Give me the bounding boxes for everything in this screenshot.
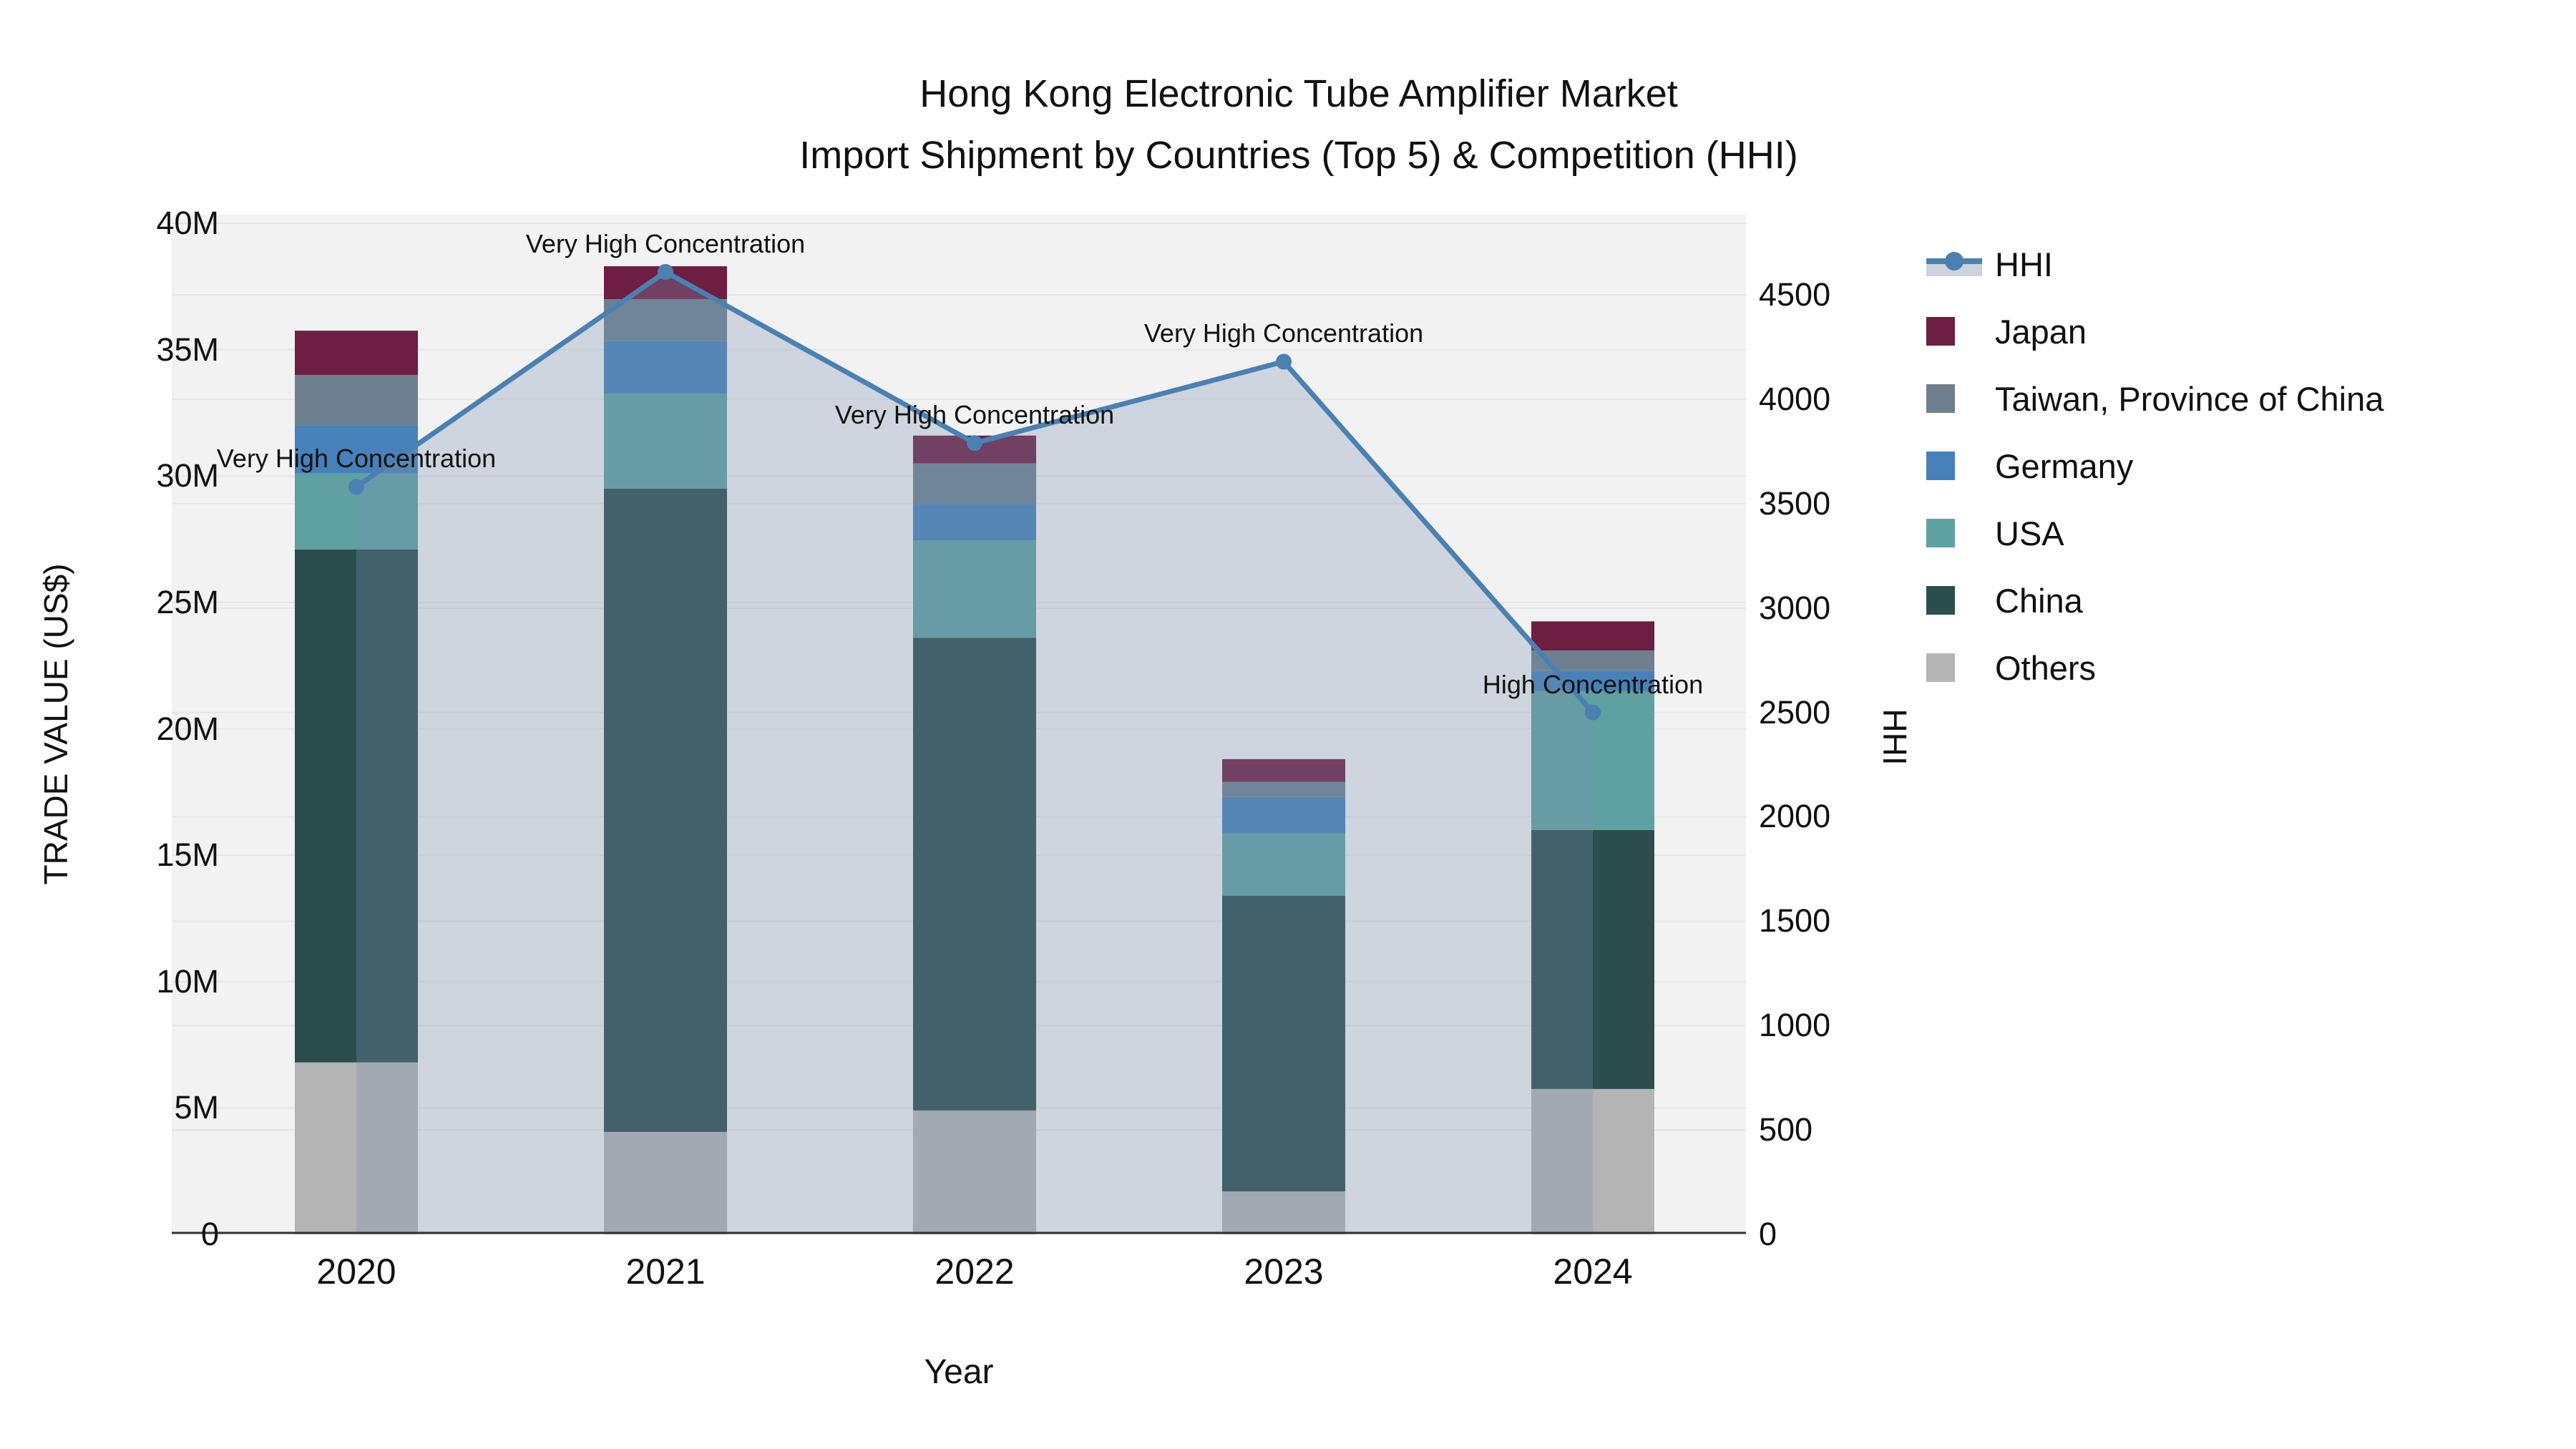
legend-swatch-zone-germany [1926, 452, 1995, 480]
bar-segment-taiwan-2020[interactable] [295, 374, 418, 426]
legend-label-hhi: HHI [1995, 245, 2053, 283]
y-left-tick-5M: 5M [174, 1089, 219, 1126]
bar-segment-japan-2020[interactable] [295, 331, 418, 375]
y-right-tick-1000: 1000 [1759, 1007, 1831, 1044]
y-left-tick-20M: 20M [156, 710, 219, 747]
germany-swatch-icon [1926, 452, 1955, 480]
legend-swatch-zone-japan [1926, 317, 1995, 346]
bar-segment-germany-2021[interactable] [604, 341, 727, 394]
y-left-tick-15M: 15M [156, 836, 219, 874]
bar-segment-usa-2022[interactable] [913, 540, 1036, 638]
bar-segment-germany-2024[interactable] [1531, 670, 1654, 691]
y-left-tick-25M: 25M [156, 583, 219, 620]
legend-item-china[interactable]: China [1926, 567, 2384, 634]
annotation-2020: Very High Concentration [216, 444, 497, 474]
bar-segment-others-2020[interactable] [295, 1062, 418, 1234]
legend-label-others: Others [1995, 648, 2097, 687]
plot-canvas [172, 223, 1746, 1234]
y-right-tick-0: 0 [1759, 1216, 1777, 1252]
legend-label-china: China [1995, 581, 2083, 620]
bar-segment-china-2023[interactable] [1222, 895, 1345, 1191]
annotation-2022: Very High Concentration [834, 400, 1115, 430]
x-tick-2021: 2021 [625, 1252, 706, 1292]
legend-label-taiwan: Taiwan, Province of China [1995, 379, 2384, 418]
hhi-area-fill [356, 271, 1593, 1234]
y-left-tick-35M: 35M [156, 331, 219, 368]
legend-swatch-zone-others [1926, 653, 1995, 682]
bar-segment-china-2020[interactable] [295, 549, 418, 1063]
y-axis-title-right: HHI [1876, 708, 1913, 766]
bar-segment-others-2021[interactable] [604, 1131, 727, 1234]
legend-label-usa: USA [1995, 514, 2064, 552]
y-left-tick-0: 0 [200, 1216, 219, 1252]
bar-segment-taiwan-2022[interactable] [913, 463, 1036, 504]
bar-segment-taiwan-2021[interactable] [604, 298, 727, 341]
y-right-tick-2000: 2000 [1759, 798, 1831, 835]
others-swatch-icon [1926, 653, 1955, 682]
bar-segment-others-2024[interactable] [1531, 1088, 1654, 1234]
hhi-marker-2023[interactable] [1276, 353, 1292, 370]
x-tick-2020: 2020 [316, 1252, 396, 1292]
bar-segment-others-2022[interactable] [913, 1110, 1036, 1234]
annotation-2021: Very High Concentration [525, 228, 806, 258]
x-tick-2022: 2022 [935, 1252, 1015, 1292]
hhi-marker-2021[interactable] [658, 263, 673, 280]
y-left-tick-30M: 30M [156, 457, 219, 494]
legend-item-usa[interactable]: USA [1926, 499, 2384, 567]
legend-swatch-zone-usa [1926, 519, 1995, 547]
bar-segment-china-2024[interactable] [1531, 829, 1654, 1089]
y-right-tick-500: 500 [1759, 1111, 1813, 1148]
legend-swatch-zone-hhi [1926, 250, 1995, 278]
hhi-marker-2020[interactable] [348, 479, 364, 495]
plot-area [172, 215, 1746, 1234]
bar-segment-germany-2022[interactable] [913, 504, 1036, 541]
legend-label-japan: Japan [1995, 312, 2087, 351]
hhi-marker-2024[interactable] [1585, 704, 1601, 721]
y-right-tick-3500: 3500 [1759, 484, 1831, 522]
china-swatch-icon [1926, 586, 1955, 615]
bar-segment-others-2023[interactable] [1222, 1191, 1345, 1234]
legend-swatch-zone-china [1926, 586, 1995, 615]
bar-segment-usa-2023[interactable] [1222, 834, 1345, 896]
y-right-tick-3000: 3000 [1759, 589, 1831, 626]
chart-title: Hong Kong Electronic Tube Amplifier Mark… [799, 63, 1798, 186]
bar-segment-japan-2024[interactable] [1531, 621, 1654, 650]
legend-item-japan[interactable]: Japan [1926, 298, 2384, 365]
bar-segment-china-2021[interactable] [604, 488, 727, 1132]
y-right-tick-1500: 1500 [1759, 902, 1831, 940]
y-right-tick-4500: 4500 [1759, 276, 1831, 313]
bar-segment-china-2022[interactable] [913, 638, 1036, 1111]
japan-swatch-icon [1926, 317, 1955, 346]
hhi-marker-2022[interactable] [967, 435, 982, 452]
y-right-tick-2500: 2500 [1759, 693, 1831, 731]
annotation-2023: Very High Concentration [1143, 318, 1424, 348]
legend-item-hhi[interactable]: HHI [1926, 230, 2384, 298]
bar-segment-germany-2020[interactable] [295, 425, 418, 474]
hhi-line-swatch-icon [1926, 250, 1982, 278]
y-left-tick-10M: 10M [156, 962, 219, 1000]
bar-segment-germany-2023[interactable] [1222, 796, 1345, 834]
y-axis-title-left: TRADE VALUE (US$) [37, 563, 74, 885]
legend-item-germany[interactable]: Germany [1926, 432, 2384, 499]
bar-segment-usa-2021[interactable] [604, 394, 727, 489]
y-right-tick-4000: 4000 [1759, 380, 1831, 417]
legend-swatch-zone-taiwan [1926, 384, 1995, 413]
chart-title-line1: Hong Kong Electronic Tube Amplifier Mark… [919, 72, 1678, 115]
bar-segment-taiwan-2023[interactable] [1222, 781, 1345, 797]
bar-segment-japan-2023[interactable] [1222, 758, 1345, 782]
y-left-tick-40M: 40M [156, 205, 219, 241]
usa-swatch-icon [1926, 519, 1955, 547]
hhi-line-marker-dot [1945, 252, 1963, 270]
legend: HHI Japan Taiwan, Province of China Germany… [1926, 230, 2384, 701]
x-axis-title: Year [924, 1353, 994, 1391]
x-tick-2024: 2024 [1553, 1252, 1633, 1292]
x-tick-2023: 2023 [1244, 1252, 1324, 1292]
chart-title-line2: Import Shipment by Countries (Top 5) & C… [799, 134, 1798, 177]
legend-item-others[interactable]: Others [1926, 634, 2384, 701]
legend-item-taiwan[interactable]: Taiwan, Province of China [1926, 365, 2384, 432]
legend-label-germany: Germany [1995, 447, 2134, 485]
taiwan-swatch-icon [1926, 384, 1955, 413]
annotation-2024: High Concentration [1482, 669, 1704, 699]
